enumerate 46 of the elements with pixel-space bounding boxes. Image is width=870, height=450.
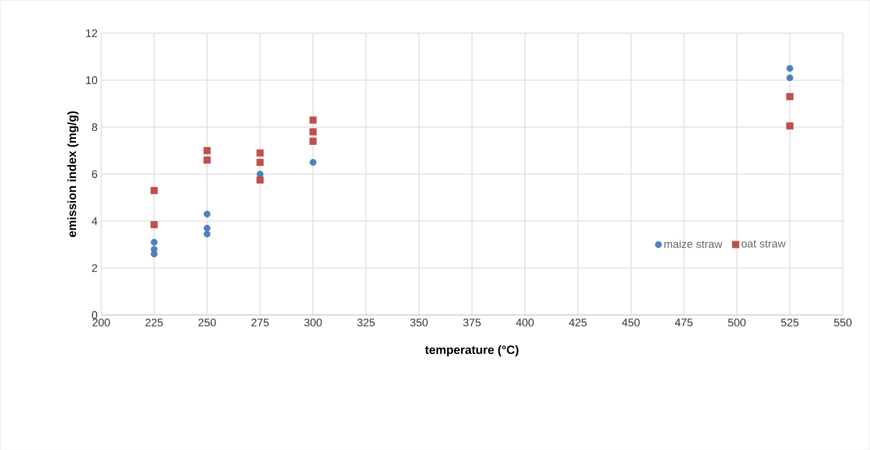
x-tick-label: 350 — [410, 318, 428, 326]
point — [256, 149, 264, 156]
x-tick-label: 275 — [251, 318, 269, 326]
point — [309, 138, 317, 145]
point — [150, 238, 158, 246]
y-axis-title: emission index (mg/g) — [67, 111, 79, 237]
point — [204, 146, 211, 154]
x-tick-label: 550 — [834, 318, 852, 326]
x-tick-label: 225 — [146, 318, 163, 326]
point — [309, 116, 317, 124]
x-tick-label: 525 — [781, 318, 799, 326]
point — [204, 230, 211, 238]
x-tick-label: 375 — [463, 318, 481, 326]
y-tick-label: 2 — [92, 264, 98, 272]
point — [204, 224, 211, 232]
x-tick-label: 425 — [569, 318, 587, 326]
y-tick-label: 0 — [92, 311, 98, 319]
x-tick-label: 200 — [92, 318, 110, 326]
point — [256, 170, 264, 178]
x-tick-label: 325 — [357, 318, 375, 326]
x-tick-label: 300 — [304, 318, 322, 326]
point — [786, 92, 794, 100]
point — [150, 220, 158, 228]
point — [150, 186, 158, 194]
x-tick-label: 450 — [622, 318, 640, 326]
point — [256, 158, 264, 166]
y-tick-label: 8 — [92, 123, 98, 131]
point — [786, 122, 794, 130]
point — [310, 158, 316, 166]
y-tick-label: 12 — [86, 29, 98, 37]
x-axis-title: temperature (°C) — [425, 345, 518, 356]
legend-label: maize straw — [664, 240, 722, 248]
x-tick-label: 500 — [728, 318, 746, 326]
x-tick-label: 475 — [674, 318, 693, 326]
point — [786, 74, 794, 82]
y-tick-label: 6 — [92, 170, 98, 178]
point — [309, 128, 317, 136]
point — [204, 156, 211, 164]
point — [786, 64, 794, 72]
point — [256, 176, 264, 184]
x-tick-label: 400 — [516, 318, 534, 326]
legend-label: oat straw — [742, 240, 786, 248]
x-tick-label: 250 — [198, 318, 216, 326]
point — [204, 210, 211, 218]
y-tick-label: 4 — [92, 217, 98, 225]
y-tick-label: 10 — [86, 76, 98, 84]
